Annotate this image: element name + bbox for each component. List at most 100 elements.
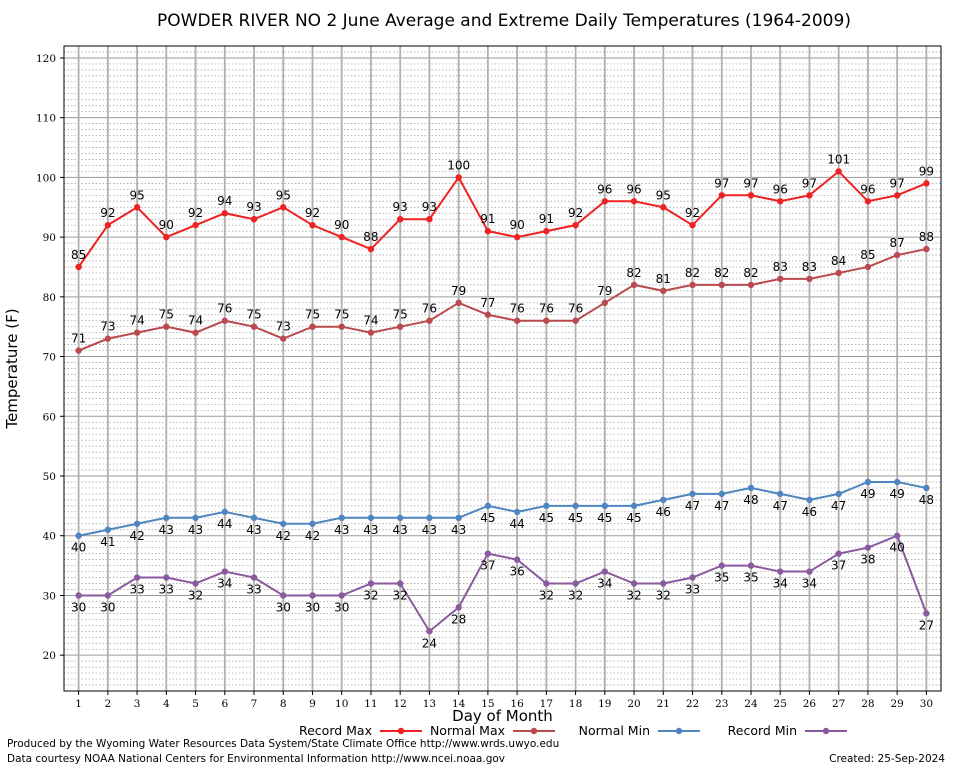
data-point	[455, 174, 462, 181]
data-point	[367, 329, 375, 336]
legend-swatch-marker	[675, 727, 683, 735]
data-point	[163, 514, 170, 522]
data-label: 30	[71, 600, 86, 614]
data-label: 48	[743, 493, 758, 507]
series-normal-max: 71 73 74 75 74 76 75 73 75 75 74 75 76 79 77 76 76 76 79 82…	[71, 230, 934, 354]
x-tick-label: 20	[627, 698, 640, 710]
y-tick-label: 30	[43, 590, 56, 602]
data-point	[396, 215, 404, 223]
data-point	[338, 592, 345, 599]
data-label: 32	[363, 589, 378, 603]
legend-label: Record Max	[299, 723, 372, 738]
data-point	[280, 335, 287, 342]
data-label: 96	[773, 182, 788, 196]
data-point	[455, 514, 462, 522]
data-point	[484, 227, 492, 235]
data-point	[864, 478, 872, 486]
legend-item-normal-min: Normal Min	[579, 723, 700, 738]
data-point	[426, 215, 433, 223]
x-tick-label: 22	[686, 698, 699, 710]
x-tick-label: 23	[715, 698, 728, 710]
data-label: 94	[217, 194, 232, 208]
data-label: 35	[714, 571, 729, 585]
data-label: 34	[217, 577, 232, 591]
data-point	[133, 329, 141, 336]
data-label: 42	[305, 529, 320, 543]
chart-title: POWDER RIVER NO 2 June Average and Extre…	[157, 11, 851, 31]
data-point	[864, 263, 872, 271]
data-point	[689, 221, 696, 229]
series-line-normal-max	[78, 248, 927, 352]
data-label: 36	[509, 565, 524, 579]
data-point	[893, 532, 901, 539]
data-point	[192, 221, 199, 229]
data-point	[104, 335, 112, 342]
x-tick-label: 15	[481, 698, 494, 710]
data-label: 43	[451, 523, 466, 537]
data-label: 32	[188, 589, 203, 603]
data-label: 71	[71, 332, 86, 346]
data-label: 33	[129, 583, 144, 597]
data-label: 42	[129, 529, 144, 543]
data-point	[777, 198, 784, 205]
data-point	[630, 502, 638, 510]
data-point	[513, 508, 521, 516]
y-tick-label: 120	[36, 53, 56, 65]
x-tick-label: 12	[393, 698, 406, 710]
data-point	[660, 287, 667, 295]
x-tick-label: 14	[452, 698, 466, 710]
data-point	[630, 580, 638, 587]
data-point	[864, 198, 872, 205]
data-point	[777, 568, 784, 575]
data-label: 24	[422, 636, 437, 650]
data-point	[630, 198, 638, 205]
data-label: 34	[597, 577, 612, 591]
data-point	[747, 281, 755, 289]
data-label: 45	[480, 511, 495, 525]
data-label: 30	[305, 600, 320, 614]
x-tick-label: 27	[832, 698, 845, 710]
data-point	[104, 526, 112, 533]
data-point	[835, 550, 842, 557]
data-label: 75	[393, 308, 408, 322]
data-label: 96	[860, 182, 875, 196]
data-label: 32	[626, 589, 641, 603]
data-label: 45	[568, 511, 583, 525]
y-tick-label: 20	[43, 650, 56, 662]
y-tick-label: 110	[36, 113, 56, 125]
data-point	[718, 562, 725, 569]
data-point	[630, 281, 638, 289]
data-label: 32	[393, 589, 408, 603]
x-tick-label: 6	[221, 698, 228, 710]
data-point	[104, 592, 112, 599]
data-label: 43	[159, 523, 174, 537]
data-point	[192, 514, 199, 522]
data-label: 85	[71, 248, 86, 262]
data-point	[718, 281, 725, 289]
data-label: 49	[890, 487, 905, 501]
data-point	[309, 221, 316, 229]
data-point	[221, 568, 228, 575]
legend-swatch-marker	[530, 727, 538, 735]
data-label: 93	[393, 200, 408, 214]
series-layer: 85 92 95 90 92 94 93 95 92 90 88 93 93 100 91 90 91 92 96 9…	[71, 152, 934, 650]
data-point	[513, 556, 521, 563]
data-label: 96	[597, 182, 612, 196]
legend-item-normal-max: Normal Max	[430, 723, 555, 738]
data-label: 88	[363, 230, 378, 244]
data-point	[396, 323, 404, 330]
x-tick-label: 26	[803, 698, 817, 710]
data-point	[484, 550, 492, 557]
legend-item-record-max: Record Max	[299, 723, 422, 738]
data-point	[250, 323, 258, 330]
data-label: 45	[597, 511, 612, 525]
data-point	[806, 192, 813, 199]
data-label: 47	[714, 499, 729, 513]
data-label: 101	[827, 152, 850, 166]
data-label: 49	[860, 487, 875, 501]
legend-label: Record Min	[728, 723, 797, 738]
x-tick-label: 5	[192, 698, 199, 710]
data-label: 40	[71, 541, 86, 555]
data-point	[689, 281, 696, 289]
